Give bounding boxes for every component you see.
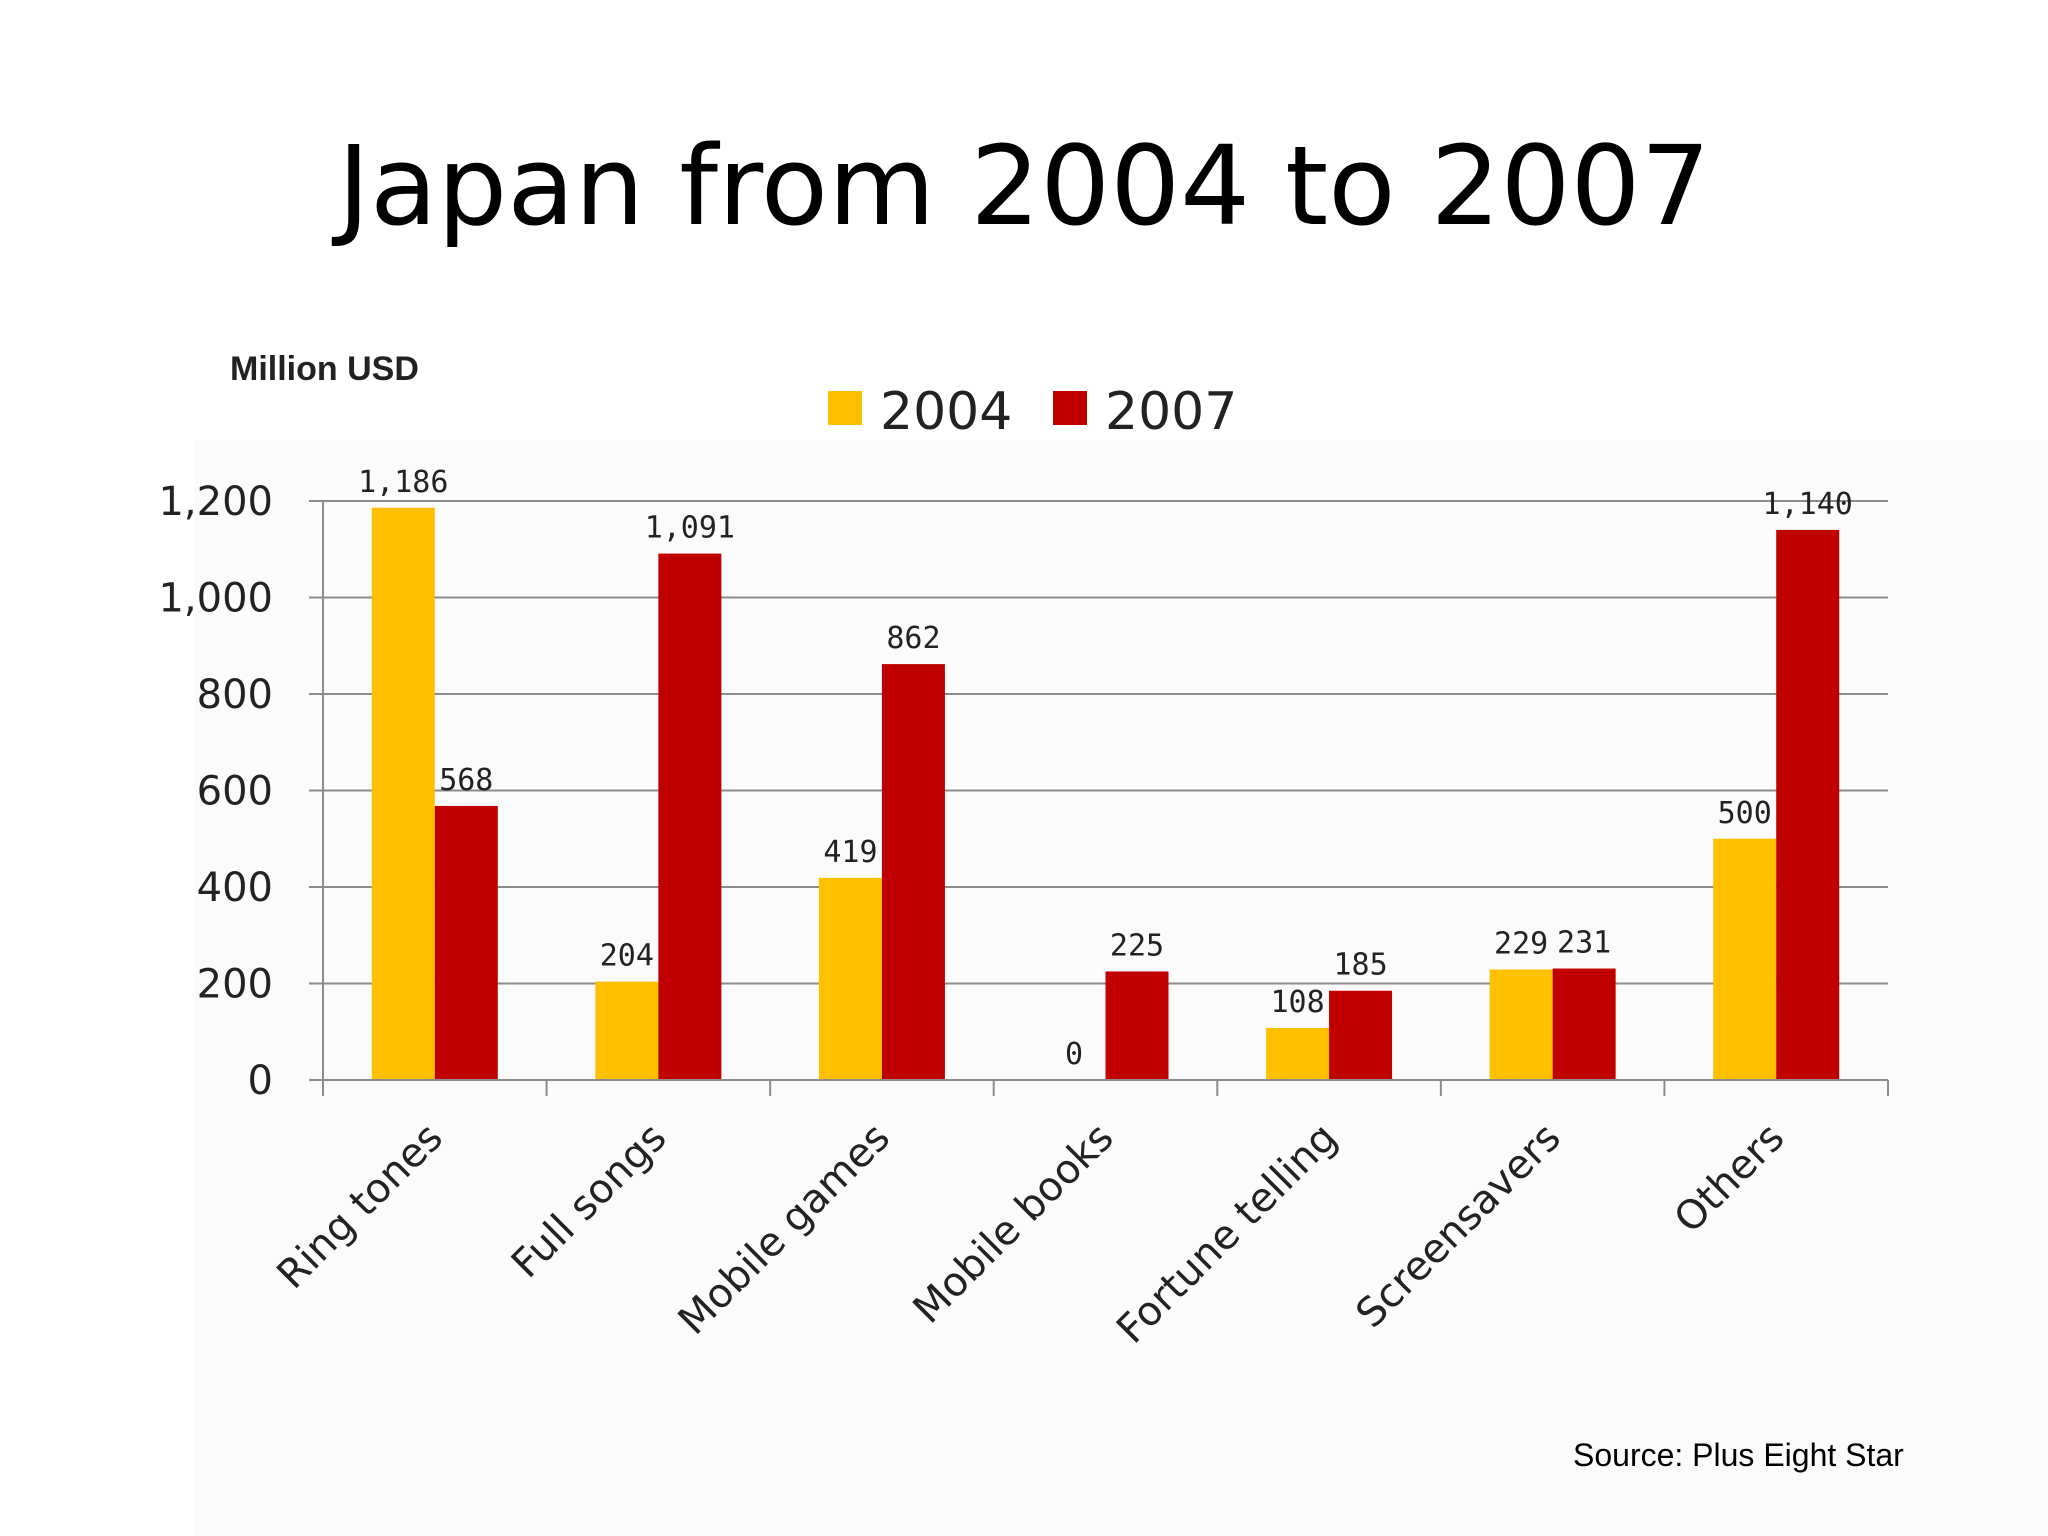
axes — [322, 501, 1889, 1096]
legend: 2004 2007 — [828, 382, 1237, 442]
legend-label-2004: 2004 — [880, 382, 1012, 442]
data-label-2007: 1,091 — [645, 511, 735, 546]
source-note: Source: Plus Eight Star — [1573, 1437, 1904, 1473]
y-tick-label: 800 — [197, 672, 273, 718]
y-tick-label: 600 — [197, 769, 273, 815]
bars — [371, 507, 1840, 1080]
data-label-2004: 500 — [1718, 796, 1772, 831]
data-label-2007: 1,140 — [1763, 487, 1853, 522]
data-label-2007: 185 — [1333, 948, 1387, 983]
legend-swatch-2007 — [1053, 391, 1087, 425]
data-label-2004: 229 — [1494, 927, 1548, 962]
bar-2007 — [1776, 529, 1840, 1080]
bar-2004 — [1713, 838, 1777, 1080]
bar-2007 — [1552, 968, 1616, 1080]
y-axis-label: Million USD — [230, 350, 419, 388]
data-label-2004: 419 — [823, 835, 877, 870]
data-label-2007: 862 — [886, 621, 940, 656]
legend-label-2007: 2007 — [1105, 382, 1237, 442]
bar-2007 — [1329, 990, 1393, 1080]
data-label-2004: 108 — [1270, 985, 1324, 1020]
bar-2004 — [1266, 1027, 1330, 1080]
gridlines — [309, 500, 1888, 1081]
legend-swatch-2004 — [828, 391, 862, 425]
data-label-2004: 1,186 — [358, 465, 448, 500]
y-tick-label: 400 — [197, 865, 273, 911]
data-label-2007: 568 — [439, 763, 493, 798]
bar-2004 — [1489, 969, 1553, 1080]
y-tick-label: 0 — [248, 1058, 273, 1104]
slide-title: Japan from 2004 to 2007 — [337, 122, 1711, 250]
bar-2007 — [1105, 971, 1169, 1080]
y-tick-label: 1,000 — [158, 576, 273, 622]
data-labels: 1,186 568 204 1,091 419 862 0 225 108 185 229 231 50… — [358, 465, 1853, 1072]
bar-2004 — [818, 877, 882, 1080]
bar-2007 — [658, 553, 722, 1080]
bar-2004 — [371, 507, 435, 1080]
bar-2007 — [434, 805, 498, 1080]
data-label-2004: 0 — [1065, 1037, 1083, 1072]
y-tick-label: 200 — [197, 962, 273, 1008]
y-tick-label: 1,200 — [158, 479, 273, 525]
bar-2007 — [881, 664, 945, 1080]
y-tick-labels: 0 200 400 600 800 1,000 1,200 — [158, 479, 273, 1104]
data-label-2007: 231 — [1557, 926, 1611, 961]
bar-2004 — [595, 981, 659, 1080]
data-label-2004: 204 — [600, 939, 654, 974]
data-label-2007: 225 — [1110, 928, 1164, 963]
